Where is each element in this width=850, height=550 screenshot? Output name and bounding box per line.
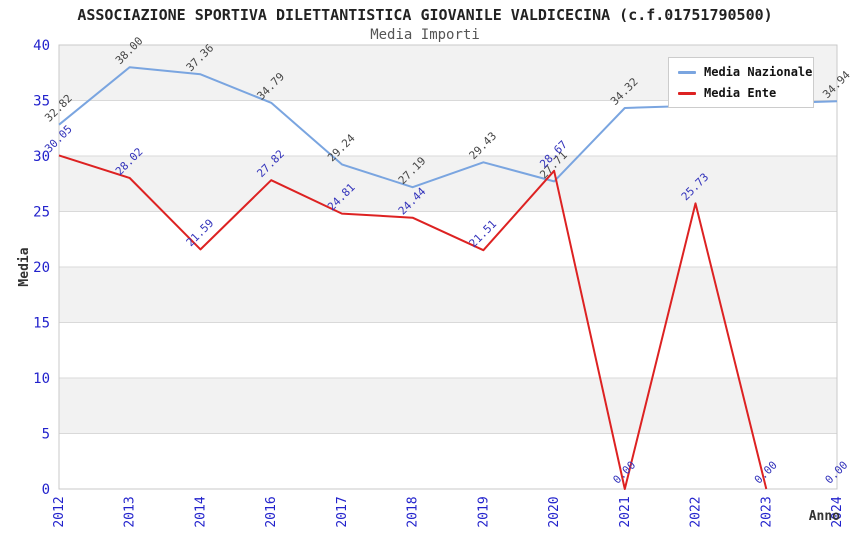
y-tick-label: 30 <box>33 149 50 165</box>
x-tick-label: 2018 <box>406 496 421 527</box>
x-tick-label: 2016 <box>264 496 279 527</box>
point-label: 0.00 <box>752 459 780 487</box>
x-tick-label: 2017 <box>335 496 350 527</box>
x-tick-label: 2021 <box>618 496 633 527</box>
y-tick-label: 25 <box>33 205 50 221</box>
x-tick-label: 2022 <box>689 496 704 527</box>
legend-item-media-nazionale: Media Nazionale <box>678 65 812 79</box>
chart-subtitle: Media Importi <box>370 27 480 43</box>
y-tick-label: 20 <box>33 260 50 276</box>
x-tick-label: 2012 <box>52 496 67 527</box>
legend: Media Nazionale Media Ente <box>668 57 814 108</box>
plot-band <box>59 156 837 212</box>
plot-band <box>59 378 837 434</box>
media-ente-line-swatch-icon <box>678 91 696 95</box>
point-label: 0.00 <box>610 459 638 487</box>
y-tick-label: 10 <box>33 371 50 387</box>
y-tick-label: 35 <box>33 94 50 110</box>
point-label: 21.59 <box>184 217 217 250</box>
x-tick-label: 2023 <box>759 496 774 527</box>
legend-label-media-ente: Media Ente <box>704 86 777 100</box>
x-tick-label: 2020 <box>547 496 562 527</box>
y-tick-label: 5 <box>42 427 50 443</box>
x-tick-label: 2013 <box>123 496 138 527</box>
x-tick-label: 2019 <box>476 496 491 527</box>
y-axis-title: Media <box>17 247 32 286</box>
media-nazionale-line-swatch-icon <box>678 70 696 74</box>
point-label: 0.00 <box>823 459 850 487</box>
legend-label-media-nazionale: Media Nazionale <box>704 65 813 79</box>
chart-title: ASSOCIAZIONE SPORTIVA DILETTANTISTICA GI… <box>77 6 773 24</box>
y-tick-label: 15 <box>33 316 50 332</box>
plot-band <box>59 267 837 323</box>
legend-item-media-ente: Media Ente <box>678 86 804 100</box>
y-tick-label: 0 <box>42 482 50 498</box>
x-axis-title: Anno <box>809 509 840 524</box>
x-tick-label: 2014 <box>193 496 208 527</box>
plot-border <box>58 44 838 490</box>
x-tick-label: 2024 <box>830 496 845 527</box>
y-tick-label: 40 <box>33 38 50 54</box>
point-label: 21.51 <box>467 217 500 250</box>
